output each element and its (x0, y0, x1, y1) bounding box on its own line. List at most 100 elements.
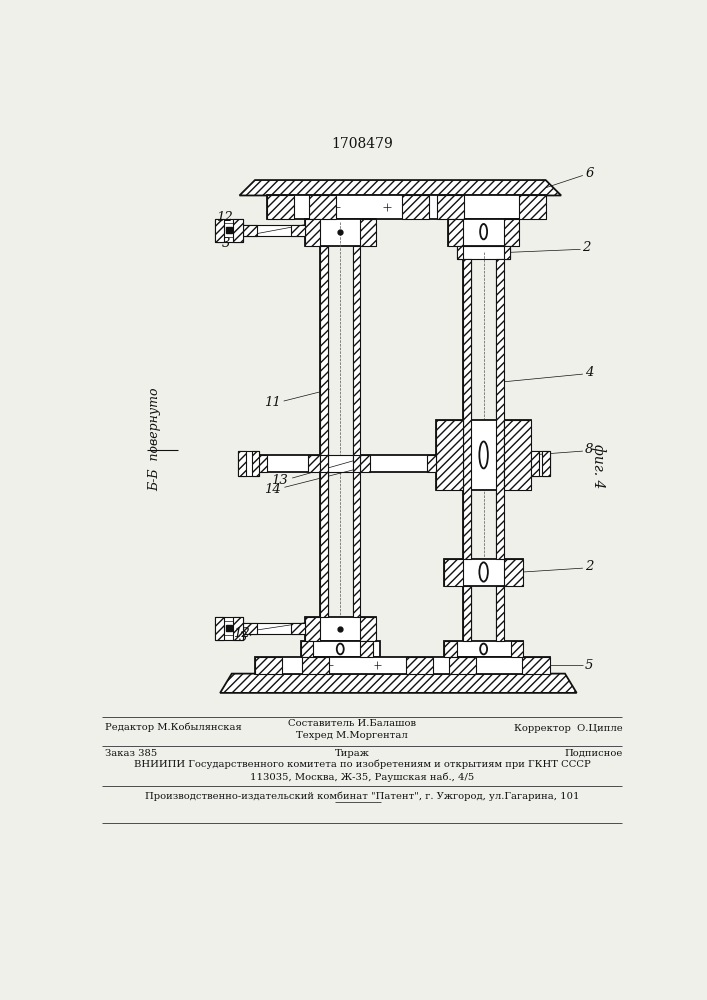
Bar (464, 259, 472, 559)
Text: 6: 6 (585, 167, 593, 180)
Bar (361, 641, 373, 657)
Text: 13: 13 (271, 474, 288, 487)
Text: Производственно-издательский комбинат "Патент", г. Ужгород, ул.Гагарина, 101: Производственно-издательский комбинат "П… (145, 791, 579, 801)
Ellipse shape (479, 562, 488, 582)
Text: 4: 4 (585, 366, 593, 379)
Bar (320, 246, 328, 617)
Bar (305, 219, 376, 246)
Text: 12: 12 (233, 627, 250, 640)
Bar (406, 657, 433, 674)
Bar (291, 225, 305, 235)
Text: Составитель И.Балашов: Составитель И.Балашов (288, 719, 416, 728)
Text: 11: 11 (264, 396, 281, 409)
Bar (243, 623, 257, 634)
Text: 1708479: 1708479 (331, 137, 393, 151)
Bar (308, 455, 320, 472)
Text: фиг. 4: фиг. 4 (591, 444, 606, 489)
Bar (320, 455, 361, 472)
Bar (215, 219, 224, 242)
Polygon shape (240, 180, 561, 195)
Text: Тираж: Тираж (334, 749, 369, 758)
Bar (436, 420, 531, 490)
Bar (305, 219, 320, 246)
Bar (215, 617, 224, 640)
Bar (504, 420, 531, 490)
Bar (504, 219, 519, 246)
Bar (444, 559, 523, 586)
Text: 2: 2 (585, 560, 593, 573)
Bar (252, 451, 259, 476)
Text: Техред М.Моргентал: Техред М.Моргентал (296, 731, 408, 740)
Bar (215, 219, 243, 242)
Bar (504, 246, 510, 259)
Text: 2: 2 (582, 241, 590, 254)
Bar (510, 641, 523, 657)
Ellipse shape (479, 441, 488, 468)
Bar (255, 657, 549, 674)
Ellipse shape (480, 224, 487, 239)
Bar (238, 451, 247, 476)
Bar (300, 641, 380, 657)
Text: 113035, Москва, Ж-35, Раушская наб., 4/5: 113035, Москва, Ж-35, Раушская наб., 4/5 (250, 772, 474, 782)
Text: Заказ 385: Заказ 385 (105, 749, 158, 758)
Bar (448, 219, 519, 246)
Bar (215, 617, 243, 640)
Bar (444, 559, 464, 586)
Bar (305, 617, 376, 641)
Text: 3: 3 (239, 631, 247, 644)
Bar (496, 259, 504, 559)
Bar (223, 223, 235, 237)
Bar (267, 195, 293, 219)
Bar (464, 586, 472, 641)
Bar (361, 455, 436, 472)
Bar (233, 219, 243, 242)
Text: Подписное: Подписное (564, 749, 622, 758)
Text: 14: 14 (264, 483, 281, 496)
Bar (243, 225, 257, 235)
Bar (223, 621, 235, 635)
Bar (305, 617, 320, 641)
Text: ВНИИПИ Государственного комитета по изобретениям и открытиям при ГКНТ СССР: ВНИИПИ Государственного комитета по изоб… (134, 760, 590, 769)
Bar (504, 559, 523, 586)
Bar (531, 451, 539, 476)
Bar (309, 195, 337, 219)
Bar (436, 420, 464, 490)
Bar (301, 657, 329, 674)
Bar (518, 195, 546, 219)
Bar (238, 451, 259, 476)
Text: 12: 12 (216, 211, 233, 224)
Bar (361, 219, 376, 246)
Bar (542, 451, 550, 476)
Bar (353, 455, 361, 472)
Text: Корректор  О.Ципле: Корректор О.Ципле (513, 724, 622, 733)
Bar (255, 455, 320, 472)
Bar (449, 657, 476, 674)
Bar (233, 617, 243, 640)
Text: 3: 3 (222, 237, 230, 250)
Bar (457, 246, 464, 259)
Bar (243, 623, 305, 634)
Bar (320, 455, 328, 472)
Text: 5: 5 (585, 659, 593, 672)
Bar (522, 657, 549, 674)
Bar (531, 451, 550, 476)
Bar (291, 623, 305, 634)
Bar (448, 219, 464, 246)
Bar (402, 195, 429, 219)
Ellipse shape (337, 644, 344, 654)
Bar (457, 246, 510, 259)
Bar (444, 641, 457, 657)
Text: Б-Б  повернуто: Б-Б повернуто (148, 388, 160, 491)
Polygon shape (220, 674, 577, 693)
Text: 8: 8 (585, 443, 593, 456)
Text: Редактор М.Кобылянская: Редактор М.Кобылянская (105, 723, 243, 732)
Bar (496, 586, 504, 641)
Bar (255, 455, 267, 472)
Bar (300, 641, 313, 657)
Bar (427, 455, 436, 472)
Bar (437, 195, 464, 219)
Bar (361, 617, 376, 641)
Bar (361, 455, 370, 472)
Bar (267, 195, 546, 219)
Ellipse shape (480, 644, 487, 654)
